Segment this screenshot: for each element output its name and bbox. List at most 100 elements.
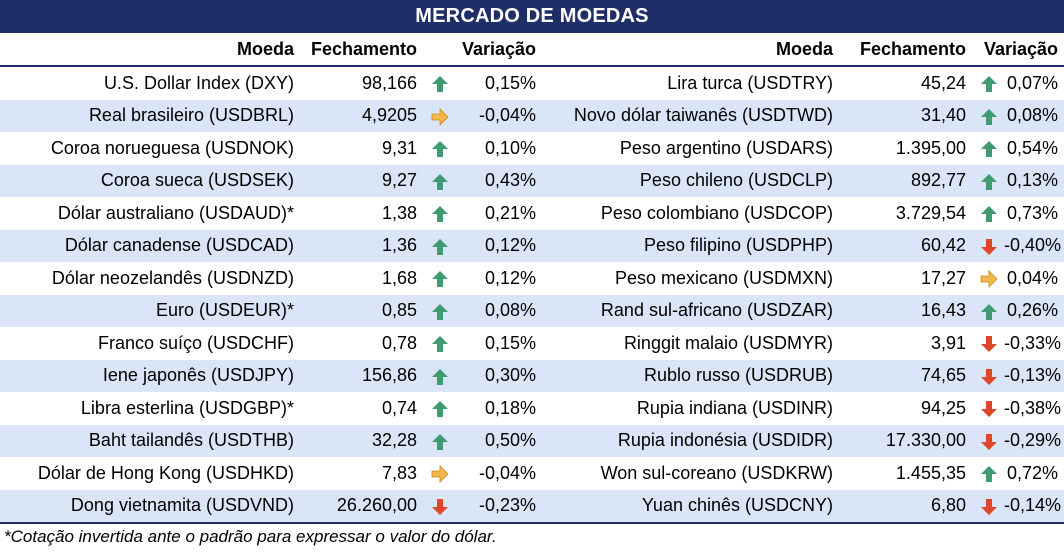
header-variacao-right: Variação — [974, 33, 1064, 67]
arrow-down-icon — [980, 238, 998, 256]
closing-value: 156,86 — [300, 359, 425, 392]
trend-cell — [425, 294, 455, 327]
header-fechamento-right: Fechamento — [839, 33, 974, 67]
arrow-up-icon — [431, 433, 449, 451]
arrow-down-icon — [980, 433, 998, 451]
trend-cell — [974, 132, 1004, 165]
closing-value: 4,9205 — [300, 99, 425, 132]
closing-value: 98,166 — [300, 66, 425, 100]
header-fechamento-left: Fechamento — [300, 33, 425, 67]
variation-value: 0,15% — [455, 66, 542, 100]
currency-table: Moeda Fechamento Variação Moeda Fechamen… — [0, 33, 1064, 524]
currency-name: Dong vietnamita (USDVND) — [0, 489, 300, 524]
arrow-up-icon — [431, 400, 449, 418]
arrow-down-icon — [980, 368, 998, 386]
currency-name: Rupia indonésia (USDIDR) — [542, 424, 839, 457]
variation-value: 0,73% — [1004, 197, 1064, 230]
variation-value: -0,40% — [1004, 229, 1064, 262]
table-row: Dólar canadense (USDCAD) 1,36 0,12% Peso fi… — [0, 229, 1064, 262]
arrow-up-icon — [980, 303, 998, 321]
arrow-up-icon — [431, 270, 449, 288]
arrow-up-icon — [431, 303, 449, 321]
closing-value: 60,42 — [839, 229, 974, 262]
trend-cell — [425, 392, 455, 425]
trend-cell — [974, 164, 1004, 197]
arrow-up-icon — [431, 75, 449, 93]
closing-value: 16,43 — [839, 294, 974, 327]
currency-name: Baht tailandês (USDTHB) — [0, 424, 300, 457]
trend-cell — [425, 327, 455, 360]
currency-name: Lira turca (USDTRY) — [542, 66, 839, 100]
table-row: Coroa sueca (USDSEK) 9,27 0,43% Peso chilen… — [0, 164, 1064, 197]
trend-cell — [974, 489, 1004, 524]
arrow-up-icon — [980, 205, 998, 223]
arrow-up-icon — [431, 173, 449, 191]
arrow-up-icon — [980, 75, 998, 93]
trend-cell — [425, 164, 455, 197]
table-row: Franco suíço (USDCHF) 0,78 0,15% Ringgit ma… — [0, 327, 1064, 360]
variation-value: 0,21% — [455, 197, 542, 230]
trend-cell — [974, 392, 1004, 425]
arrow-up-icon — [431, 205, 449, 223]
currency-name: Real brasileiro (USDBRL) — [0, 99, 300, 132]
currency-name: Novo dólar taiwanês (USDTWD) — [542, 99, 839, 132]
arrow-down-icon — [431, 498, 449, 516]
closing-value: 17,27 — [839, 262, 974, 295]
closing-value: 0,78 — [300, 327, 425, 360]
closing-value: 1.455,35 — [839, 457, 974, 490]
table-row: Dong vietnamita (USDVND) 26.260,00 -0,23% Y… — [0, 489, 1064, 524]
variation-value: 0,08% — [455, 294, 542, 327]
arrow-right-icon — [431, 465, 449, 483]
arrow-up-icon — [431, 335, 449, 353]
trend-cell — [974, 457, 1004, 490]
variation-value: -0,13% — [1004, 359, 1064, 392]
variation-value: -0,33% — [1004, 327, 1064, 360]
header-variacao-left: Variação — [425, 33, 542, 67]
closing-value: 26.260,00 — [300, 489, 425, 524]
variation-value: 0,08% — [1004, 99, 1064, 132]
variation-value: 0,30% — [455, 359, 542, 392]
variation-value: 0,07% — [1004, 66, 1064, 100]
table-row: U.S. Dollar Index (DXY) 98,166 0,15% Lira t… — [0, 66, 1064, 100]
currency-name: Rand sul-africano (USDZAR) — [542, 294, 839, 327]
currency-name: Peso colombiano (USDCOP) — [542, 197, 839, 230]
closing-value: 9,27 — [300, 164, 425, 197]
arrow-up-icon — [431, 140, 449, 158]
trend-cell — [974, 66, 1004, 100]
variation-value: 0,04% — [1004, 262, 1064, 295]
currency-name: U.S. Dollar Index (DXY) — [0, 66, 300, 100]
currency-name: Euro (USDEUR)* — [0, 294, 300, 327]
variation-value: 0,15% — [455, 327, 542, 360]
variation-value: -0,38% — [1004, 392, 1064, 425]
header-moeda-right: Moeda — [542, 33, 839, 67]
table-row: Libra esterlina (USDGBP)* 0,74 0,18% Rupia … — [0, 392, 1064, 425]
variation-value: 0,26% — [1004, 294, 1064, 327]
closing-value: 7,83 — [300, 457, 425, 490]
currency-name: Peso filipino (USDPHP) — [542, 229, 839, 262]
currency-name: Dólar canadense (USDCAD) — [0, 229, 300, 262]
closing-value: 0,74 — [300, 392, 425, 425]
variation-value: 0,12% — [455, 262, 542, 295]
trend-cell — [425, 457, 455, 490]
trend-cell — [425, 197, 455, 230]
closing-value: 3.729,54 — [839, 197, 974, 230]
table-row: Dólar de Hong Kong (USDHKD) 7,83 -0,04% Won… — [0, 457, 1064, 490]
closing-value: 74,65 — [839, 359, 974, 392]
variation-value: 0,43% — [455, 164, 542, 197]
arrow-up-icon — [980, 108, 998, 126]
currency-name: Franco suíço (USDCHF) — [0, 327, 300, 360]
arrow-down-icon — [980, 400, 998, 418]
arrow-up-icon — [431, 368, 449, 386]
arrow-down-icon — [980, 498, 998, 516]
trend-cell — [425, 66, 455, 100]
trend-cell — [974, 359, 1004, 392]
arrow-right-icon — [431, 107, 449, 126]
arrow-down-icon — [980, 335, 998, 353]
variation-value: -0,14% — [1004, 489, 1064, 524]
trend-cell — [425, 262, 455, 295]
table-row: Baht tailandês (USDTHB) 32,28 0,50% Rupia i… — [0, 424, 1064, 457]
trend-cell — [974, 229, 1004, 262]
closing-value: 17.330,00 — [839, 424, 974, 457]
closing-value: 0,85 — [300, 294, 425, 327]
arrow-up-icon — [431, 238, 449, 256]
